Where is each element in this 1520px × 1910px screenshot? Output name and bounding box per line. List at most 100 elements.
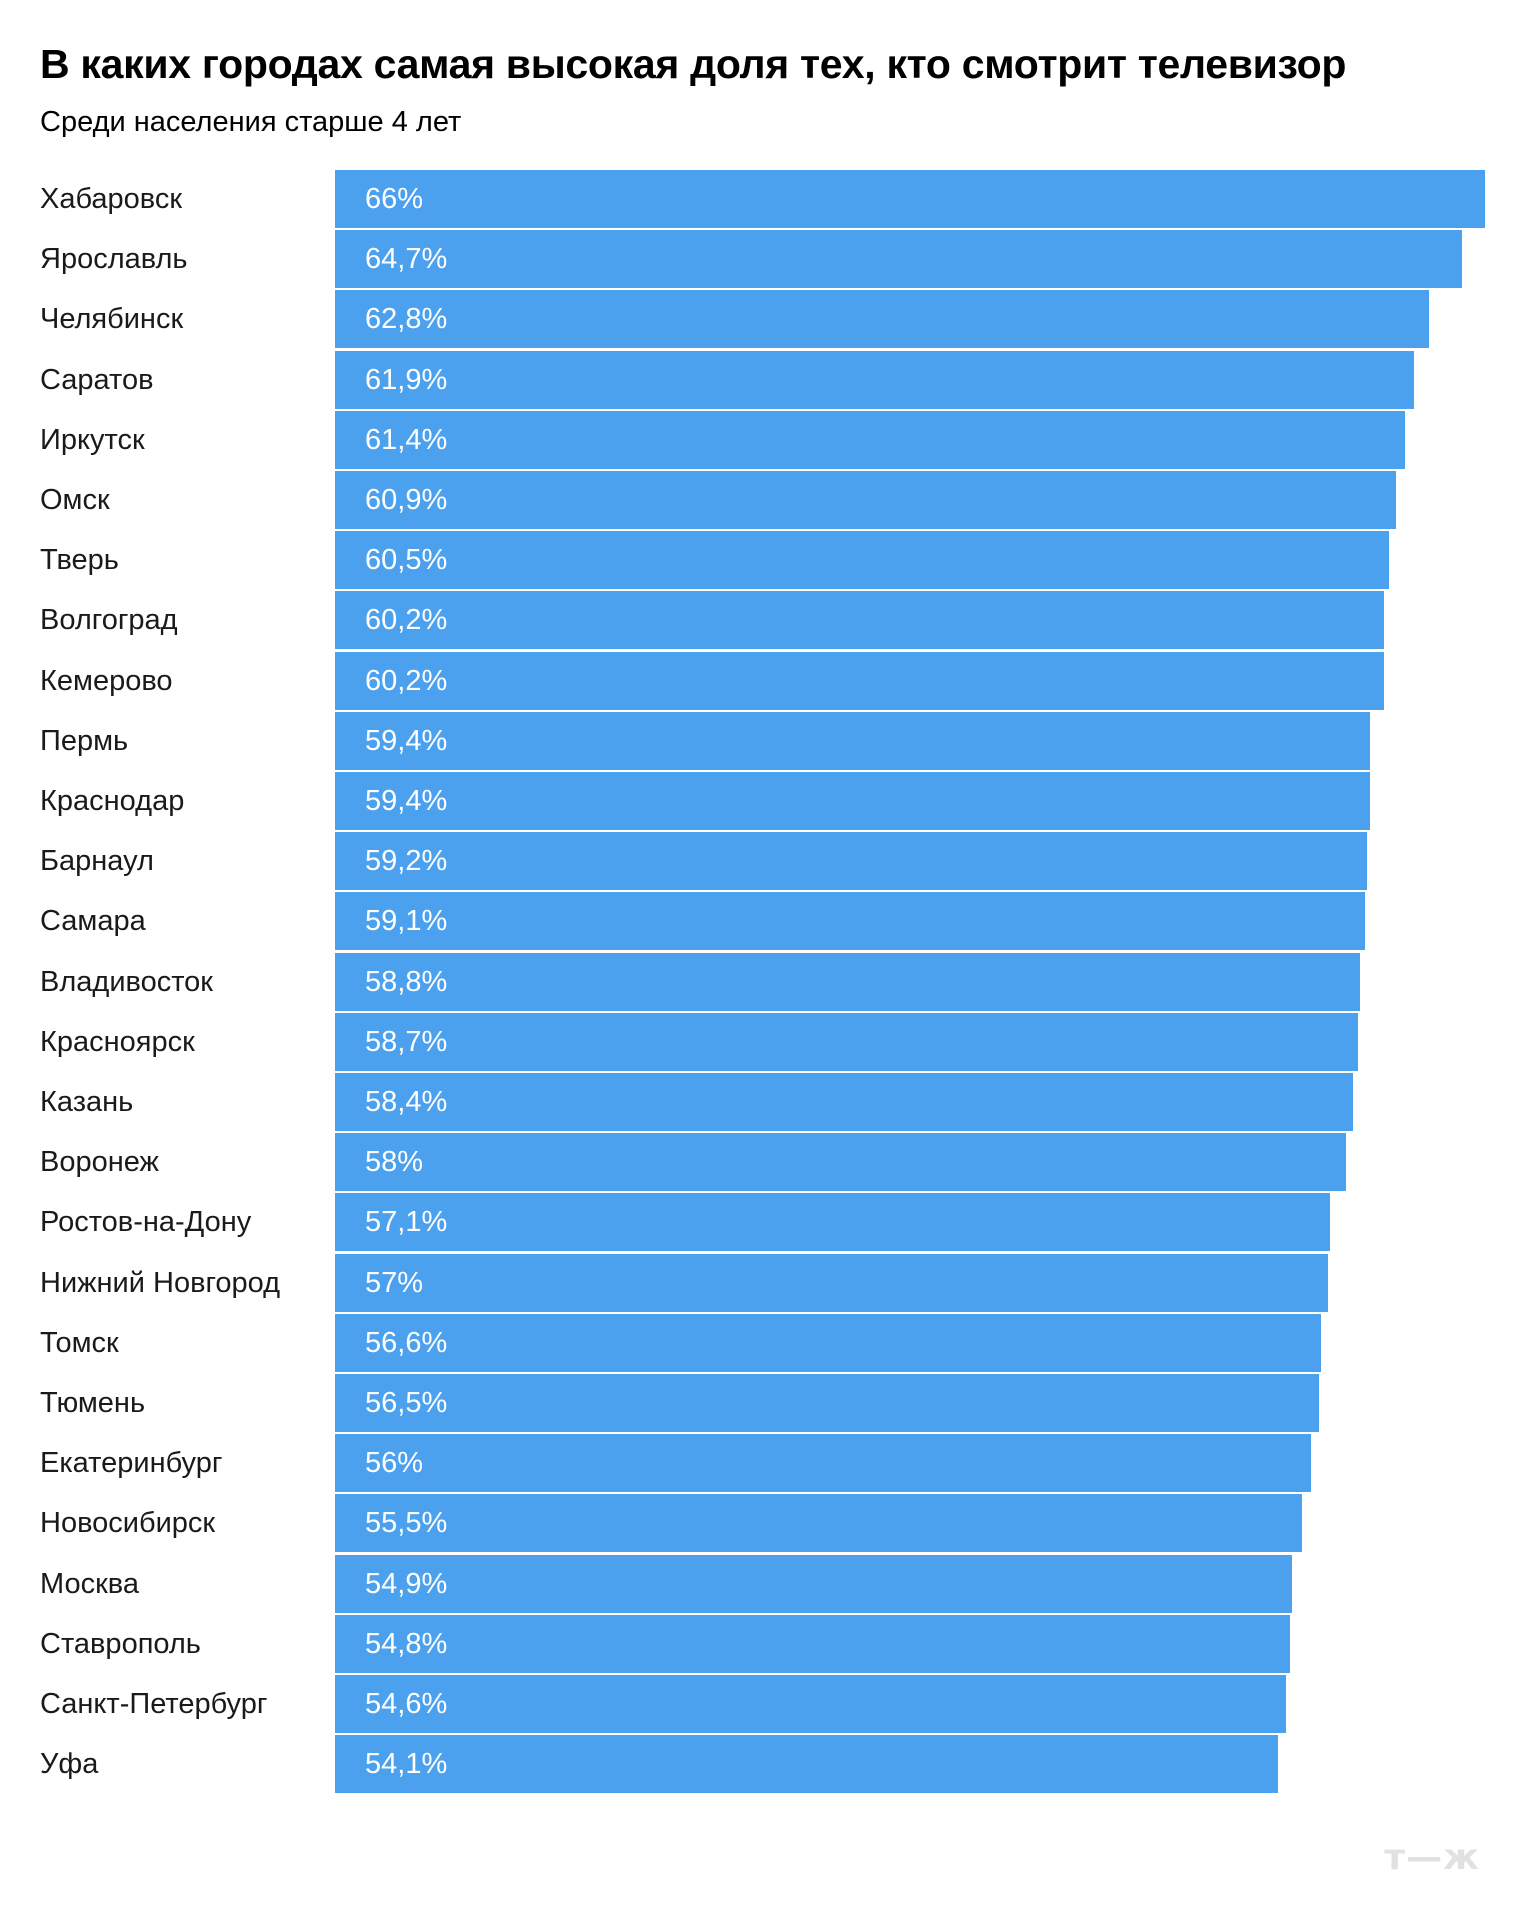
value-label: 58% — [365, 1146, 424, 1179]
bar — [335, 772, 1370, 830]
bar — [335, 711, 1370, 770]
bar — [335, 1434, 1311, 1493]
bar — [335, 892, 1365, 951]
value-label: 56% — [365, 1447, 424, 1480]
category-label: Владивосток — [40, 965, 213, 998]
category-label: Кемерово — [40, 664, 173, 697]
category-label: Ставрополь — [40, 1627, 201, 1660]
bar-row: Москва 54,9% — [0, 1554, 1520, 1615]
chart-title: В каких городах самая высокая доля тех, … — [40, 41, 1347, 87]
bar-row: Ростов-на-Дону 57,1% — [0, 1193, 1520, 1253]
bar — [335, 1073, 1353, 1131]
category-label: Барнаул — [40, 845, 154, 878]
chart-subtitle: Среди населения старше 4 лет — [40, 106, 462, 138]
bar — [335, 1012, 1358, 1071]
bar — [335, 170, 1485, 228]
bar-row: Санкт-Петербург 54,6% — [0, 1675, 1520, 1735]
value-label: 60,9% — [365, 484, 448, 516]
bar — [335, 1735, 1278, 1794]
bar-row: Владивосток 58,8% — [0, 952, 1520, 1013]
category-label: Волгоград — [40, 604, 178, 637]
value-label: 60,2% — [365, 664, 448, 697]
category-label: Москва — [40, 1567, 140, 1600]
bar — [335, 1675, 1287, 1733]
bar — [335, 350, 1414, 409]
category-label: Иркутск — [40, 423, 145, 456]
category-label: Саратов — [40, 363, 154, 396]
value-label: 61,9% — [365, 363, 448, 396]
value-label: 57,1% — [365, 1206, 448, 1239]
category-label: Тюмень — [40, 1387, 146, 1419]
bar-row: Краснодар 59,4% — [0, 772, 1520, 832]
category-label: Хабаровск — [40, 183, 183, 215]
value-label: 59,4% — [365, 785, 448, 817]
category-label: Пермь — [40, 724, 129, 757]
category-label: Омск — [40, 484, 110, 516]
bar — [335, 1313, 1322, 1372]
category-label: Нижний Новгород — [40, 1266, 281, 1299]
bar-row: Екатеринбург 56% — [0, 1434, 1520, 1494]
bar-row: Самара 59,1% — [0, 892, 1520, 952]
bar — [335, 531, 1390, 590]
value-label: 62,8% — [365, 303, 448, 336]
bar — [335, 591, 1384, 650]
bar-row: Омск 60,9% — [0, 471, 1520, 531]
tzh-logo: т—ж — [1384, 1837, 1480, 1878]
category-label: Ярославль — [40, 243, 188, 276]
category-label: Екатеринбург — [40, 1447, 223, 1480]
value-label: 59,4% — [365, 724, 448, 757]
value-label: 56,5% — [365, 1387, 448, 1419]
bar — [335, 952, 1360, 1011]
value-label: 59,1% — [365, 905, 448, 938]
bar — [335, 1133, 1346, 1192]
bar-row: Томск 56,6% — [0, 1313, 1520, 1374]
bar — [335, 1253, 1329, 1312]
bar — [335, 1374, 1320, 1432]
bar — [335, 1554, 1292, 1613]
bar — [335, 230, 1463, 289]
bar-row: Новосибирск 55,5% — [0, 1494, 1520, 1554]
value-label: 58,8% — [365, 965, 448, 998]
value-label: 58,4% — [365, 1086, 448, 1118]
category-label: Ростов-на-Дону — [40, 1206, 252, 1239]
bar-row: Нижний Новгород 57% — [0, 1253, 1520, 1314]
bar — [335, 1614, 1290, 1673]
value-label: 54,8% — [365, 1627, 448, 1660]
value-label: 57% — [365, 1266, 424, 1299]
category-label: Самара — [40, 905, 146, 938]
bar-row: Барнаул 59,2% — [0, 832, 1520, 892]
value-label: 54,9% — [365, 1567, 448, 1600]
bar — [335, 1193, 1330, 1252]
value-label: 64,7% — [365, 243, 448, 276]
bar-row: Иркутск 61,4% — [0, 410, 1520, 471]
category-label: Тверь — [40, 544, 119, 577]
bar-chart: Хабаровск 66% Ярославль 64,7% Челябинск 62,8%… — [0, 170, 1520, 1800]
bar-row: Тюмень 56,5% — [0, 1374, 1520, 1434]
bar-row: Хабаровск 66% — [0, 170, 1520, 230]
value-label: 59,2% — [365, 845, 448, 878]
bar-row: Красноярск 58,7% — [0, 1012, 1520, 1073]
value-label: 56,6% — [365, 1326, 448, 1359]
bar-row: Пермь 59,4% — [0, 711, 1520, 772]
category-label: Краснодар — [40, 785, 185, 817]
bar — [335, 410, 1405, 469]
category-label: Красноярск — [40, 1025, 195, 1058]
bar — [335, 471, 1397, 529]
bar — [335, 1494, 1303, 1553]
category-label: Томск — [40, 1326, 119, 1359]
category-label: Уфа — [40, 1748, 99, 1781]
value-label: 54,6% — [365, 1688, 448, 1720]
bar-row: Ставрополь 54,8% — [0, 1614, 1520, 1675]
bar-row: Кемерово 60,2% — [0, 651, 1520, 712]
category-label: Новосибирск — [40, 1507, 216, 1540]
category-label: Санкт-Петербург — [40, 1688, 268, 1720]
bar — [335, 832, 1367, 891]
value-label: 54,1% — [365, 1748, 448, 1781]
value-label: 55,5% — [365, 1507, 448, 1540]
bar-row: Тверь 60,5% — [0, 531, 1520, 591]
bar-row: Челябинск 62,8% — [0, 290, 1520, 350]
category-label: Воронеж — [40, 1146, 159, 1179]
bar-row: Воронеж 58% — [0, 1133, 1520, 1193]
bar-row: Ярославль 64,7% — [0, 230, 1520, 290]
bar-row: Уфа 54,1% — [0, 1735, 1520, 1795]
